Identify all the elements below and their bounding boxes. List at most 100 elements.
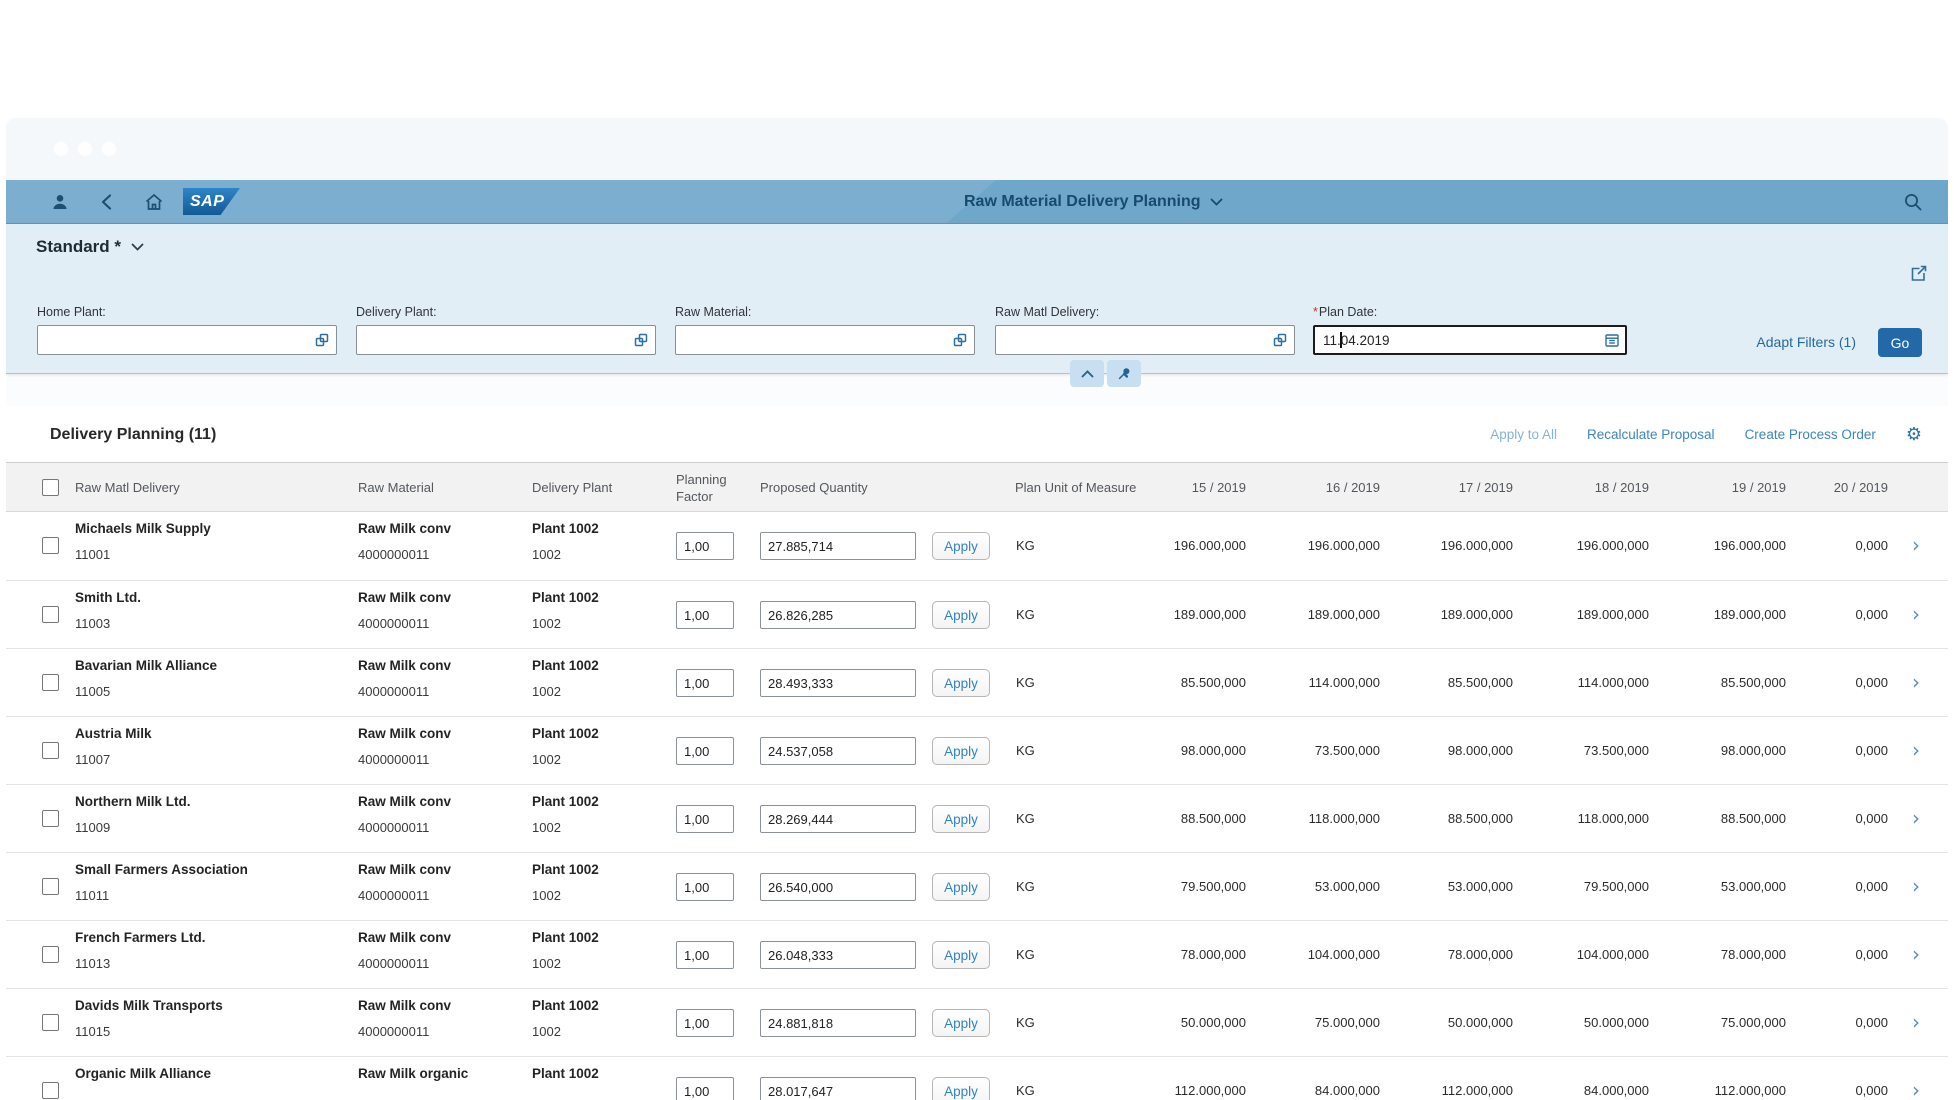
shell-bar: SAP Raw Material Delivery Planning <box>6 180 1948 224</box>
column-header[interactable]: Proposed Quantity <box>760 480 868 495</box>
app-title-menu[interactable]: Raw Material Delivery Planning <box>964 180 1223 224</box>
apply-button[interactable]: Apply <box>932 737 990 765</box>
row-checkbox[interactable] <box>42 810 59 827</box>
apply-button[interactable]: Apply <box>932 1009 990 1037</box>
proposed-quantity-input[interactable] <box>760 737 916 765</box>
row-chevron-icon[interactable]: › <box>1912 942 1920 966</box>
calendar-icon[interactable] <box>1604 332 1620 348</box>
apply-button[interactable]: Apply <box>932 805 990 833</box>
proposed-quantity-input[interactable] <box>760 941 916 969</box>
raw-matl-delivery-input[interactable] <box>995 325 1295 355</box>
column-header[interactable]: Raw Matl Delivery <box>75 480 180 495</box>
apply-button[interactable]: Apply <box>932 873 990 901</box>
row-chevron-icon[interactable]: › <box>1912 670 1920 694</box>
row-checkbox[interactable] <box>42 606 59 623</box>
window-control-dot[interactable] <box>102 142 116 156</box>
raw-material-name: Raw Milk conv <box>358 998 451 1013</box>
planning-factor-input[interactable] <box>676 532 734 560</box>
planning-factor-input[interactable] <box>676 1077 734 1100</box>
apply-button[interactable]: Apply <box>932 532 990 560</box>
proposed-quantity-input[interactable] <box>760 1009 916 1037</box>
row-checkbox[interactable] <box>42 878 59 895</box>
apply-to-all-button[interactable]: Apply to All <box>1490 427 1557 442</box>
planning-factor-input[interactable] <box>676 737 734 765</box>
column-header-week[interactable]: 16 / 2019 <box>1326 480 1380 495</box>
apply-button[interactable]: Apply <box>932 601 990 629</box>
row-checkbox[interactable] <box>42 1082 59 1099</box>
row-chevron-icon[interactable]: › <box>1912 874 1920 898</box>
table-row[interactable]: Michaels Milk Supply 11001 Raw Milk conv… <box>6 512 1948 580</box>
column-header-week[interactable]: 18 / 2019 <box>1595 480 1649 495</box>
value-help-icon[interactable] <box>952 332 968 348</box>
column-header[interactable]: Delivery Plant <box>532 480 612 495</box>
planning-factor-input[interactable] <box>676 601 734 629</box>
table-row[interactable]: Smith Ltd. 11003 Raw Milk conv 400000001… <box>6 580 1948 648</box>
home-icon[interactable] <box>144 192 164 212</box>
row-checkbox[interactable] <box>42 946 59 963</box>
row-checkbox[interactable] <box>42 674 59 691</box>
proposed-quantity-input[interactable] <box>760 601 916 629</box>
back-icon[interactable] <box>98 193 116 211</box>
plan-date-input[interactable] <box>1313 325 1627 355</box>
collapse-filter-bar-button[interactable] <box>1070 360 1104 387</box>
delivery-plant-input[interactable] <box>356 325 656 355</box>
column-header[interactable]: Planning Factor <box>676 471 748 505</box>
row-chevron-icon[interactable]: › <box>1912 806 1920 830</box>
apply-button[interactable]: Apply <box>932 1077 990 1100</box>
table-row[interactable]: Organic Milk Alliance Raw Milk organic P… <box>6 1056 1948 1100</box>
column-header-week[interactable]: 15 / 2019 <box>1192 480 1246 495</box>
table-row[interactable]: French Farmers Ltd. 11013 Raw Milk conv … <box>6 920 1948 988</box>
proposed-quantity-input[interactable] <box>760 669 916 697</box>
row-chevron-icon[interactable]: › <box>1912 738 1920 762</box>
row-chevron-icon[interactable]: › <box>1912 602 1920 626</box>
planning-factor-input[interactable] <box>676 873 734 901</box>
variant-selector[interactable]: Standard * <box>36 237 144 257</box>
table-settings-gear-icon[interactable]: ⚙ <box>1906 424 1922 445</box>
adapt-filters-link[interactable]: Adapt Filters (1) <box>1756 327 1856 357</box>
week-quantity: 79.500,000 <box>1584 879 1649 894</box>
user-profile-icon[interactable] <box>50 192 70 212</box>
share-icon[interactable] <box>1909 264 1928 283</box>
row-checkbox[interactable] <box>42 537 59 554</box>
create-process-order-button[interactable]: Create Process Order <box>1745 427 1876 442</box>
planning-factor-input[interactable] <box>676 669 734 697</box>
row-checkbox[interactable] <box>42 1014 59 1031</box>
row-chevron-icon[interactable]: › <box>1912 1010 1920 1034</box>
value-help-icon[interactable] <box>1272 332 1288 348</box>
table-row[interactable]: Bavarian Milk Alliance 11005 Raw Milk co… <box>6 648 1948 716</box>
search-icon[interactable] <box>1902 191 1924 213</box>
planning-factor-input[interactable] <box>676 805 734 833</box>
proposed-quantity-input[interactable] <box>760 805 916 833</box>
planning-factor-input[interactable] <box>676 941 734 969</box>
select-all-checkbox[interactable] <box>42 479 59 496</box>
column-header-week[interactable]: 17 / 2019 <box>1459 480 1513 495</box>
column-header[interactable]: Plan Unit of Measure <box>1015 480 1136 495</box>
apply-button[interactable]: Apply <box>932 941 990 969</box>
week-quantity: 73.500,000 <box>1584 743 1649 758</box>
week-quantity: 189.000,000 <box>1714 607 1786 622</box>
proposed-quantity-input[interactable] <box>760 532 916 560</box>
planning-factor-input[interactable] <box>676 1009 734 1037</box>
value-help-icon[interactable] <box>633 332 649 348</box>
row-checkbox[interactable] <box>42 742 59 759</box>
apply-button[interactable]: Apply <box>932 669 990 697</box>
table-row[interactable]: Northern Milk Ltd. 11009 Raw Milk conv 4… <box>6 784 1948 852</box>
recalculate-proposal-button[interactable]: Recalculate Proposal <box>1587 427 1715 442</box>
home-plant-input[interactable] <box>37 325 337 355</box>
proposed-quantity-input[interactable] <box>760 873 916 901</box>
column-header-week[interactable]: 19 / 2019 <box>1732 480 1786 495</box>
column-header[interactable]: Raw Material <box>358 480 434 495</box>
raw-material-input[interactable] <box>675 325 975 355</box>
column-header-week[interactable]: 20 / 2019 <box>1834 480 1888 495</box>
table-row[interactable]: Small Farmers Association 11011 Raw Milk… <box>6 852 1948 920</box>
go-button[interactable]: Go <box>1878 328 1922 357</box>
value-help-icon[interactable] <box>314 332 330 348</box>
table-row[interactable]: Davids Milk Transports 11015 Raw Milk co… <box>6 988 1948 1056</box>
pin-filter-bar-button[interactable] <box>1107 360 1141 387</box>
proposed-quantity-input[interactable] <box>760 1077 916 1100</box>
window-control-dot[interactable] <box>78 142 92 156</box>
table-row[interactable]: Austria Milk 11007 Raw Milk conv 4000000… <box>6 716 1948 784</box>
row-chevron-icon[interactable]: › <box>1912 1078 1920 1100</box>
window-control-dot[interactable] <box>54 142 68 156</box>
row-chevron-icon[interactable]: › <box>1912 533 1920 557</box>
